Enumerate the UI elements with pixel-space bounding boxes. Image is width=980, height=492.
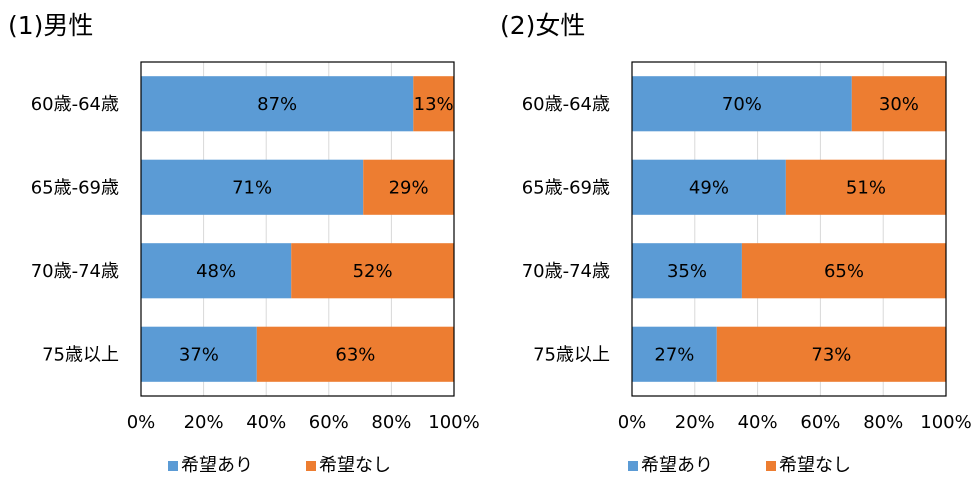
legend-swatch [628,461,638,471]
category-label: 60歳-64歳 [31,94,119,115]
data-label: 65% [824,261,864,282]
bar-segment [363,159,454,215]
bar-segment [632,243,742,299]
legend-swatch [168,461,178,471]
chart-panel-female: (2)女性 0% 20% 40% 60% 80% 100% 60歳-64歳 70% 30% 65歳… [490,0,980,492]
category-label: 70歳-74歳 [522,261,610,282]
x-tick-label: 100% [428,412,479,433]
x-tick-label: 60% [309,412,349,433]
category-label: 75歳以上 [42,344,119,365]
plot-frame [140,61,455,397]
x-tick-label: 100% [920,412,971,433]
bar-segment [141,326,257,382]
legend-label: 希望あり [641,455,713,476]
data-label: 35% [667,261,707,282]
x-tick-label: 40% [738,412,778,433]
data-label: 51% [846,177,886,198]
data-label: 70% [722,94,762,115]
bar-segment [741,243,946,299]
legend-label: 希望なし [779,455,851,476]
bar-segment [632,326,717,382]
data-label: 29% [389,177,429,198]
data-label: 48% [196,261,236,282]
category-label: 65歳-69歳 [31,177,119,198]
data-label: 73% [811,344,851,365]
data-label: 30% [879,94,919,115]
bar-segment [291,243,454,299]
x-tick-label: 0% [127,412,156,433]
bar-segment [716,326,946,382]
bar-segment [632,159,786,215]
category-label: 70歳-74歳 [31,261,119,282]
legend-swatch [766,461,776,471]
bar-segment [141,76,414,132]
chart-title: (1)男性 [8,11,94,40]
x-tick-label: 0% [618,412,647,433]
bar-segment [256,326,454,382]
data-label: 27% [654,344,694,365]
plot-frame [631,61,947,397]
x-tick-label: 80% [371,412,411,433]
legend-label: 希望なし [319,455,391,476]
x-tick-label: 20% [675,412,715,433]
bar-segment [141,159,364,215]
bar-segment [413,76,454,132]
data-label: 87% [257,94,297,115]
bar-segment [785,159,946,215]
chart-svg: 0% 20% 40% 60% 80% 100% 60歳-64歳 70% 30% 65歳-69歳 49… [522,61,972,476]
data-label: 13% [414,94,454,115]
x-tick-label: 20% [184,412,224,433]
bar-segment [632,76,852,132]
category-label: 65歳-69歳 [522,177,610,198]
data-label: 63% [335,344,375,365]
bar-segment [141,243,292,299]
legend-label: 希望あり [181,455,253,476]
category-label: 75歳以上 [533,344,610,365]
x-tick-label: 40% [246,412,286,433]
data-label: 52% [353,261,393,282]
chart-title: (2)女性 [500,11,586,40]
chart-svg: 0% 20% 40% 60% 80% 100% 60歳-64歳 87% 13% 65歳-69歳 71… [31,61,480,476]
x-tick-label: 60% [800,412,840,433]
x-tick-label: 80% [863,412,903,433]
data-label: 37% [179,344,219,365]
data-label: 49% [689,177,729,198]
data-label: 71% [232,177,272,198]
bar-segment [851,76,946,132]
chart-panel-male: (1)男性 0% 20% 40% 60% 80% 100% 60歳-64歳 87% 13% 65歳… [8,11,480,476]
legend-swatch [306,461,316,471]
category-label: 60歳-64歳 [522,94,610,115]
